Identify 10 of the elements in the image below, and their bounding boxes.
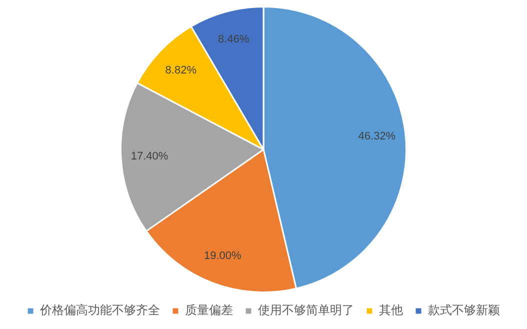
data-label: 46.32% [358,130,396,142]
data-label: 17.40% [130,150,168,163]
legend-label: 其他 [379,303,403,318]
data-label: 19.00% [204,250,242,262]
legend-label: 款式不够新颖 [428,303,500,318]
legend-label: 使用不够简单明了 [258,303,354,318]
data-label: 8.82% [165,64,197,77]
legend-label: 价格偏高功能不够齐全 [39,303,160,318]
data-label: 8.46% [218,33,250,46]
legend-label: 质量偏差 [185,303,233,318]
